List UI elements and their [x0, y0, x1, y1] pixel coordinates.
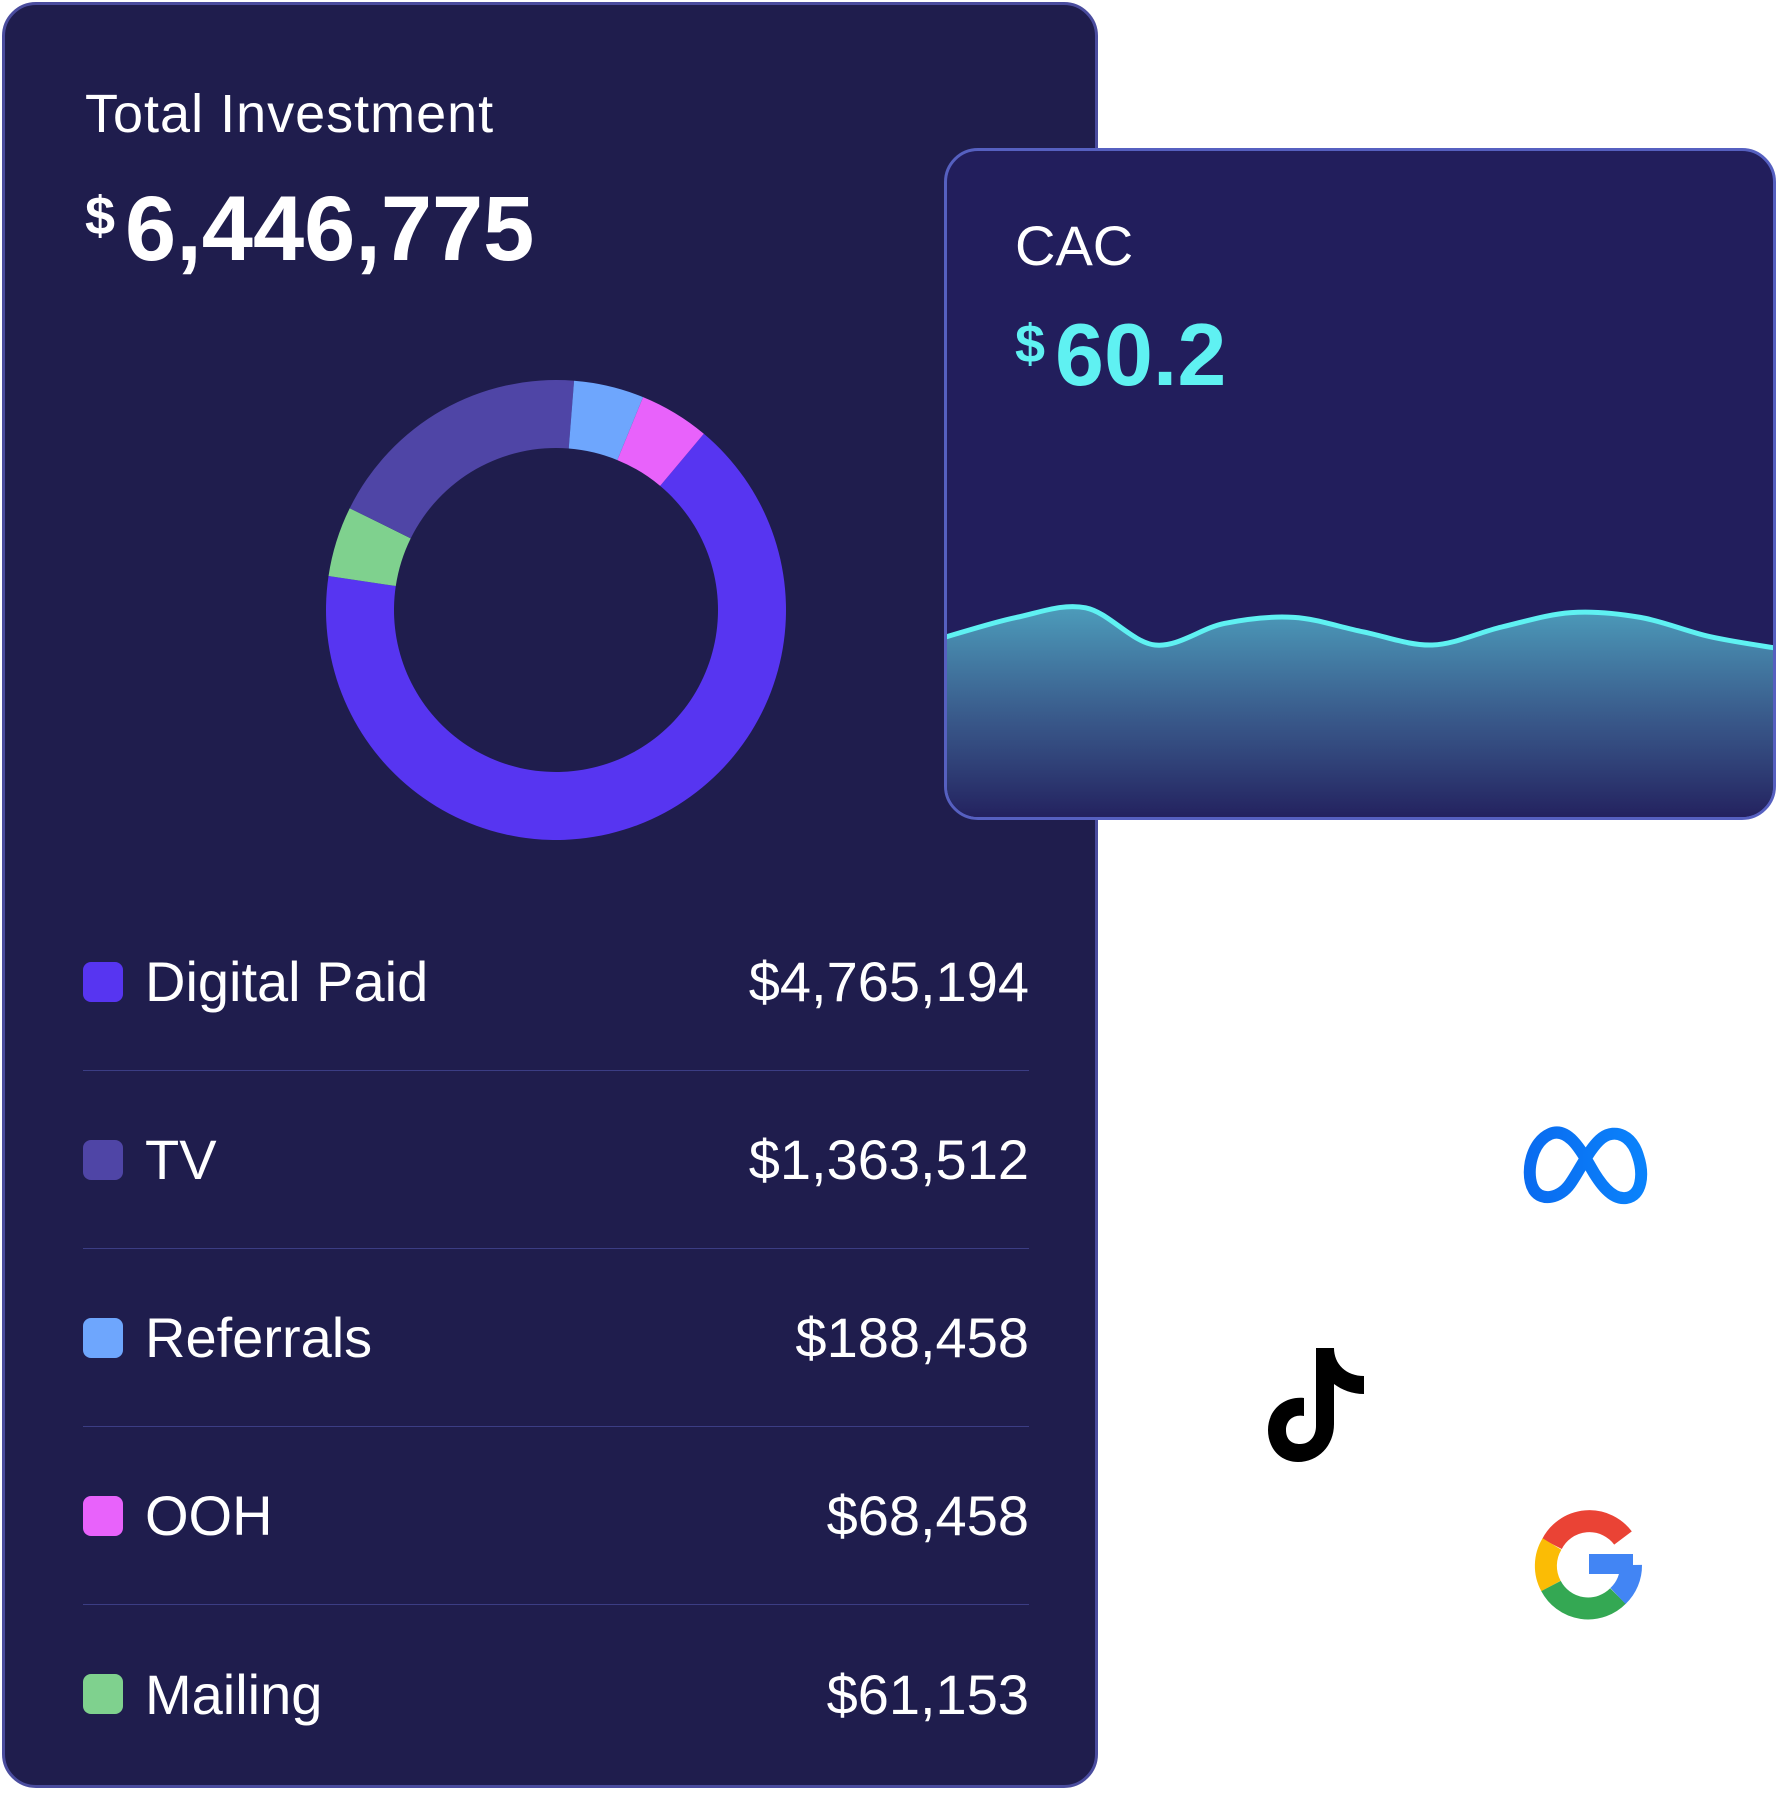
- cac-value-number: 60.2: [1055, 305, 1227, 404]
- investment-total: $ 6,446,775: [85, 183, 534, 275]
- investment-legend: Digital Paid $4,765,194 TV $1,363,512 Re…: [83, 893, 1029, 1783]
- investment-title: Total Investment: [85, 84, 495, 144]
- cac-title: CAC: [1015, 214, 1134, 277]
- legend-swatch: [83, 1495, 123, 1536]
- legend-row-digital-paid: Digital Paid $4,765,194: [83, 893, 1029, 1071]
- currency-symbol: $: [1015, 314, 1046, 374]
- legend-swatch: [83, 1317, 123, 1358]
- legend-swatch: [83, 1674, 123, 1714]
- legend-label: Digital Paid: [145, 950, 429, 1013]
- legend-label: OOH: [145, 1484, 273, 1547]
- cac-line: [947, 604, 1773, 651]
- legend-value: $188,458: [795, 1306, 1029, 1369]
- legend-value: $4,765,194: [748, 950, 1029, 1013]
- google-logo-svg: [1534, 1510, 1642, 1620]
- legend-label: Referrals: [145, 1306, 373, 1369]
- legend-row-referrals: Referrals $188,458: [83, 1249, 1029, 1427]
- donut-svg: [326, 380, 786, 840]
- investment-card: Total Investment $ 6,446,775 Digital Pai…: [2, 2, 1098, 1788]
- donut-segment-mailing: [328, 508, 411, 587]
- legend-label: Mailing: [145, 1662, 323, 1726]
- cac-value: $ 60.2: [1015, 311, 1226, 399]
- tiktok-icon: [1268, 1346, 1378, 1464]
- meta-logo-svg: [1523, 1126, 1648, 1205]
- currency-symbol: $: [85, 186, 116, 246]
- tiktok-logo-svg: [1268, 1348, 1364, 1462]
- legend-swatch: [83, 961, 123, 1002]
- donut-segment-referrals: [568, 380, 644, 461]
- cac-card: CAC $ 60.2: [944, 148, 1776, 820]
- donut-segment-tv: [349, 380, 575, 539]
- google-icon: [1534, 1510, 1644, 1620]
- investment-total-value: 6,446,775: [125, 178, 535, 280]
- legend-row-ooh: OOH $68,458: [83, 1427, 1029, 1605]
- legend-value: $1,363,512: [748, 1128, 1029, 1191]
- legend-value: $61,153: [826, 1662, 1029, 1726]
- legend-swatch: [83, 1139, 123, 1180]
- cac-trend-chart: [947, 604, 1773, 817]
- investment-donut-chart: [321, 375, 791, 845]
- meta-icon: [1520, 1120, 1650, 1210]
- donut-segment-digital-paid: [326, 433, 786, 840]
- legend-row-mailing: Mailing $61,153: [83, 1605, 1029, 1783]
- cac-area: [947, 606, 1773, 817]
- legend-label: TV: [145, 1128, 217, 1191]
- legend-value: $68,458: [826, 1484, 1029, 1547]
- donut-segment-ooh: [617, 397, 704, 486]
- legend-row-tv: TV $1,363,512: [83, 1071, 1029, 1249]
